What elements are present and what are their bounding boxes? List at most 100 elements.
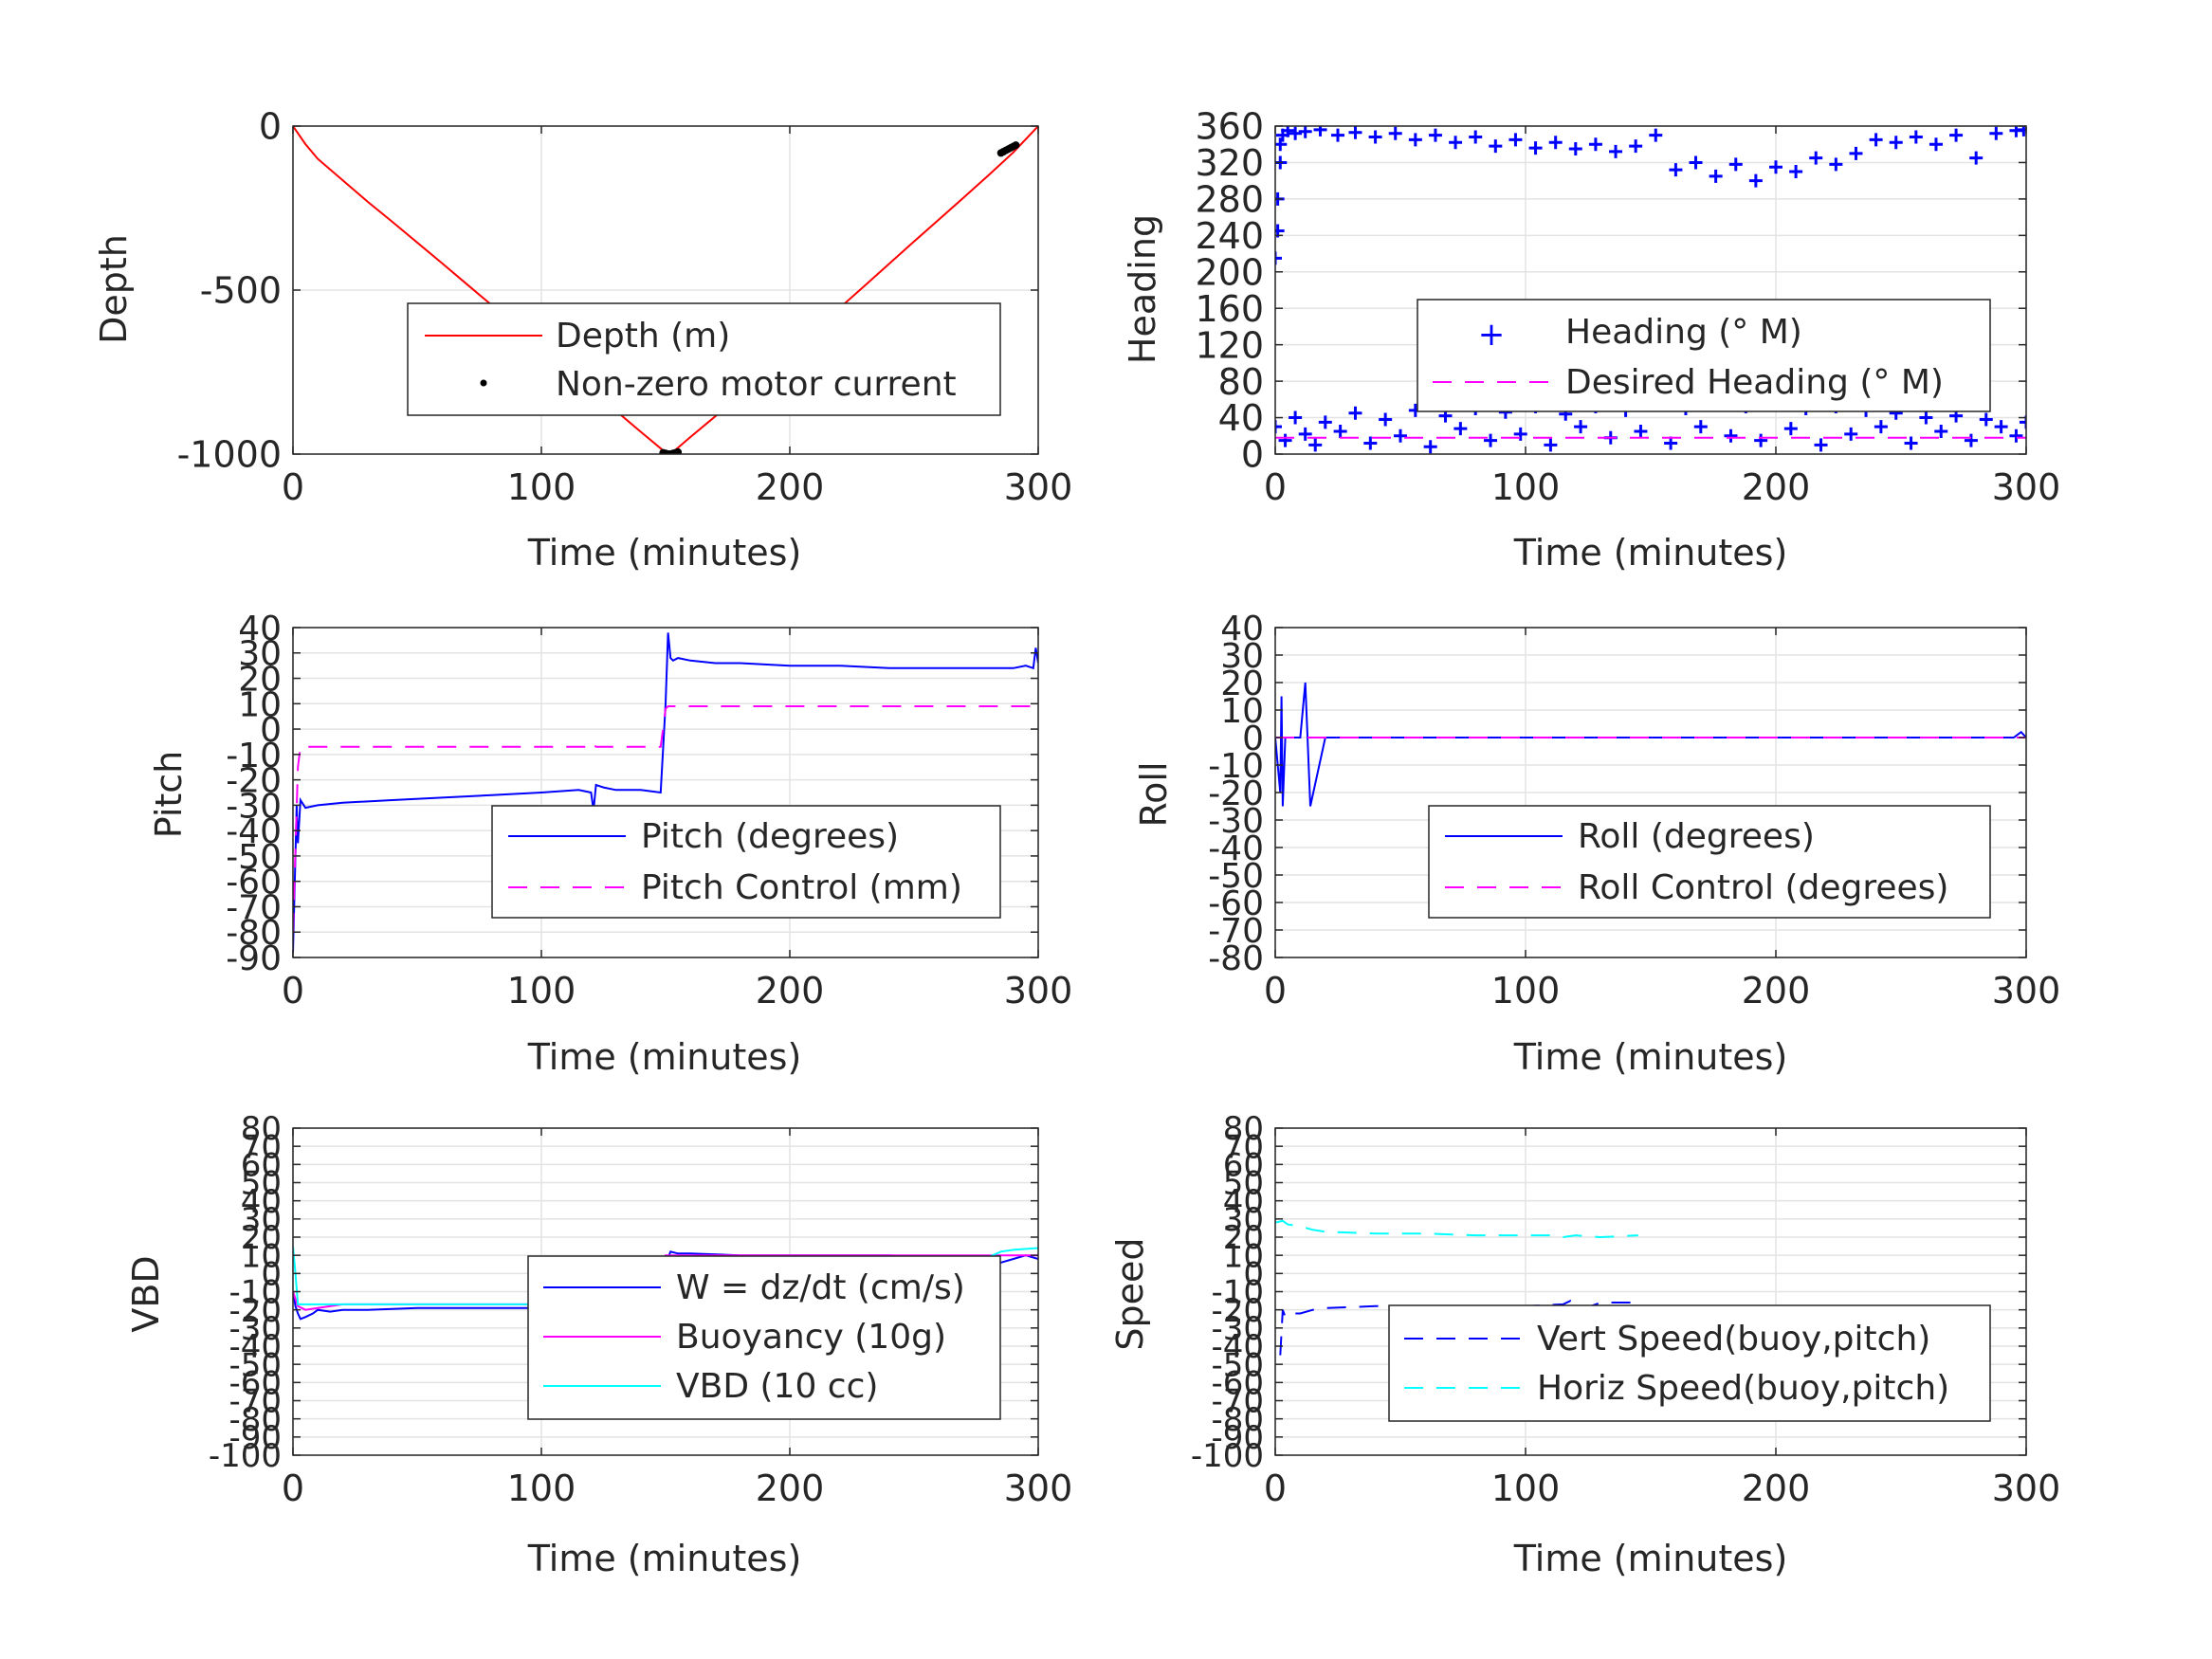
heading-ytick-label-3: 120 xyxy=(1195,324,1264,366)
heading-series-1-point-4 xyxy=(1308,438,1323,452)
heading-xtick-label-2: 200 xyxy=(1742,466,1811,508)
heading-series-1-point-5 xyxy=(1318,415,1332,429)
heading-series-0-point-23 xyxy=(1588,137,1602,152)
depth-ylabel: Depth xyxy=(93,234,135,344)
vbd-ytick-label-15: 50 xyxy=(241,1165,282,1203)
roll-legend-label-control: Roll Control (degrees) xyxy=(1578,868,1948,907)
depth-legend-label-depth: Depth (m) xyxy=(556,317,730,356)
heading-series-0-point-45 xyxy=(2017,126,2026,137)
speed-ylabel: Speed xyxy=(1109,1237,1151,1350)
depth-ytick-label-2: 0 xyxy=(259,106,282,148)
heading-xlabel: Time (minutes) xyxy=(1513,532,1788,574)
vbd-ytick-label-14: 40 xyxy=(241,1183,282,1221)
speed-xlabel: Time (minutes) xyxy=(1513,1538,1788,1579)
heading-series-0-point-11 xyxy=(1348,126,1362,139)
heading-series-1-point-30 xyxy=(1693,420,1708,434)
heading-xtick-label-0: 0 xyxy=(1264,466,1287,508)
pitch-xtick-label-3: 300 xyxy=(1004,970,1073,1012)
heading-series-1-point-50 xyxy=(1994,420,2008,434)
vbd-ytick-label-1: -90 xyxy=(229,1419,282,1457)
heading-legend-swatch-heading: + xyxy=(1478,316,1506,354)
pitch-ytick-label-7: -20 xyxy=(226,762,282,801)
pitch-legend-label-pitch: Pitch (degrees) xyxy=(641,817,899,856)
depth-ytick-label-1: -500 xyxy=(200,270,282,312)
depth-legend-box xyxy=(407,302,1001,416)
vbd-xtick-label-3: 300 xyxy=(1004,1468,1073,1509)
pitch-ytick-label-13: 40 xyxy=(238,610,282,648)
vbd-xtick-label-1: 100 xyxy=(507,1468,576,1509)
speed-ytick-label-15: 50 xyxy=(1223,1165,1264,1203)
pitch-ytick-label-6: -30 xyxy=(226,787,282,826)
speed-ytick-label-17: 70 xyxy=(1223,1128,1264,1166)
speed-ytick-label-9: -10 xyxy=(1211,1274,1264,1312)
depth-ytick-label-0: -1000 xyxy=(177,434,282,476)
pitch-ytick-label-11: 20 xyxy=(238,660,282,699)
heading-ylabel: Heading xyxy=(1122,214,1163,364)
speed-legend-label-vert: Vert Speed(buoy,pitch) xyxy=(1537,1320,1930,1358)
heading-series-1-point-49 xyxy=(1979,412,1993,427)
heading-series-0-point-34 xyxy=(1809,151,1823,165)
heading-series-1-point-42 xyxy=(1874,420,1888,434)
speed-ytick-label-12: 20 xyxy=(1223,1219,1264,1257)
heading-series-1-point-12 xyxy=(1423,440,1437,454)
roll-ytick-label-8: 0 xyxy=(1242,720,1264,758)
roll-ytick-label-11: 30 xyxy=(1220,637,1264,676)
roll-series-0-line xyxy=(1275,682,2026,807)
panel-pitch: Pitch Time (minutes) 0 100 200 300-90-80-70… xyxy=(148,610,1072,1078)
panel-heading: Heading Time (minutes) 0 100 200 300 0408012… xyxy=(1122,106,2060,574)
heading-axes-box xyxy=(1274,125,2027,455)
panel-roll: Roll Time (minutes) 0 100 200 300-80-70-60-… xyxy=(1133,610,2060,1078)
pitch-legend-label-control: Pitch Control (mm) xyxy=(641,868,962,907)
roll-ytick-label-5: -30 xyxy=(1208,802,1264,841)
vbd-ytick-label-18: 80 xyxy=(241,1110,282,1148)
heading-series-0-point-16 xyxy=(1449,136,1463,150)
speed-xtick-label-3: 300 xyxy=(1992,1468,2061,1509)
heading-series-1-point-48 xyxy=(1964,433,1978,447)
heading-series-0-point-39 xyxy=(1909,130,1923,144)
roll-xtick-label-0: 0 xyxy=(1264,970,1287,1012)
roll-legend: Roll (degrees) Roll Control (degrees) xyxy=(1428,805,1991,919)
depth-xtick-label-2: 200 xyxy=(756,466,825,508)
heading-ytick-label-9: 360 xyxy=(1195,106,1264,148)
heading-series-0-point-38 xyxy=(1889,136,1903,150)
heading-series-0-point-31 xyxy=(1748,173,1763,188)
vbd-ytick-label-6: -40 xyxy=(229,1328,282,1366)
pitch-ytick-label-9: 0 xyxy=(260,711,282,750)
pitch-ytick-label-2: -70 xyxy=(226,888,282,927)
pitch-ytick-label-1: -80 xyxy=(226,914,282,953)
heading-series-0-point-43 xyxy=(1989,126,2003,140)
speed-ytick-label-6: -40 xyxy=(1211,1328,1264,1366)
heading-series-0-point-30 xyxy=(1728,157,1743,172)
vbd-ytick-label-9: -10 xyxy=(229,1274,282,1312)
heading-series-1-point-18 xyxy=(1513,427,1527,441)
roll-ytick-label-9: 10 xyxy=(1220,692,1264,731)
pitch-xtick-label-0: 0 xyxy=(282,970,304,1012)
speed-ytick-label-14: 40 xyxy=(1223,1183,1264,1221)
heading-series-0-point-42 xyxy=(1969,151,1983,165)
pitch-ytick-label-3: -60 xyxy=(226,864,282,902)
vbd-ytick-label-11: 10 xyxy=(241,1237,282,1275)
heading-series-0-point-41 xyxy=(1949,128,1964,142)
roll-xtick-label-3: 300 xyxy=(1992,970,2061,1012)
depth-legend-label-motor: Non-zero motor current xyxy=(556,365,957,404)
speed-ytick-label-13: 30 xyxy=(1223,1201,1264,1239)
heading-series-0-point-26 xyxy=(1649,128,1663,142)
vbd-ytick-label-10: 0 xyxy=(261,1256,282,1294)
vbd-ytick-label-7: -30 xyxy=(229,1310,282,1348)
vbd-ytick-label-3: -70 xyxy=(229,1383,282,1421)
roll-ytick-label-12: 40 xyxy=(1220,610,1264,648)
vbd-legend-label-w: W = dz/dt (cm/s) xyxy=(676,1268,965,1307)
depth-xlabel: Time (minutes) xyxy=(527,532,802,574)
roll-xtick-label-2: 200 xyxy=(1742,970,1811,1012)
heading-series-1-point-2 xyxy=(1289,410,1303,425)
heading-series-0-point-18 xyxy=(1489,139,1503,154)
heading-series-1-point-0 xyxy=(1275,420,1282,434)
roll-ytick-label-10: 20 xyxy=(1220,665,1264,703)
heading-series-1-point-51 xyxy=(2009,428,2023,443)
roll-ylabel: Roll xyxy=(1133,761,1175,827)
roll-ytick-label-3: -50 xyxy=(1208,857,1264,896)
heading-series-1-point-14 xyxy=(1453,422,1468,436)
pitch-ytick-label-12: 30 xyxy=(238,635,282,674)
vbd-legend-label-vbd: VBD (10 cc) xyxy=(676,1367,878,1406)
